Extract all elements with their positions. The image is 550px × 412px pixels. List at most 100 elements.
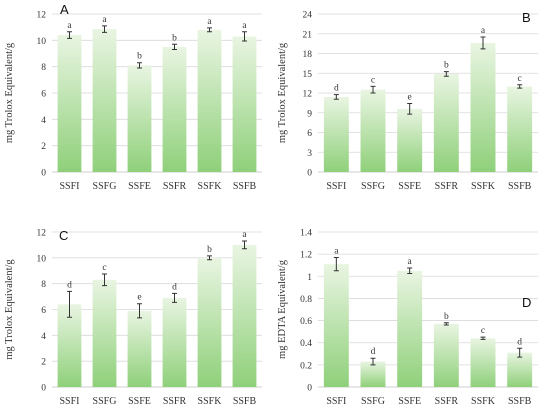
y-tick-label: 6 [41,90,46,100]
bar-ssfr [162,297,187,387]
error-bar-ssfi [67,31,72,39]
y-tick-label: 6 [41,306,46,316]
x-tick-label: SSFB [233,181,257,192]
panel-label: C [59,228,68,243]
x-tick-label: SSFB [508,181,532,192]
error-bar-ssfk [207,27,212,33]
y-tick-label: 21 [303,30,313,40]
bar-ssfk [197,257,222,387]
y-tick-label: 1.4 [300,229,312,239]
error-bar-ssfg [370,85,376,94]
x-tick-label: SSFE [128,396,151,407]
y-tick-label: 4 [41,332,46,342]
significance-label: c [102,263,106,273]
x-tick-label: SSFR [435,396,459,407]
y-tick-label: 3 [307,149,312,159]
y-tick-label: 10 [37,37,47,47]
x-tick-label: SSFB [508,396,532,407]
x-tick-label: SSFR [163,396,187,407]
bar-ssfi [57,304,82,387]
x-tick-label: SSFR [435,181,459,192]
y-tick-label: 0.8 [300,295,312,305]
y-tick-label: 10 [37,254,47,264]
y-tick-label: 0.6 [300,317,312,327]
x-tick-label: SSFI [59,181,79,192]
bar-ssfk [470,338,496,387]
y-tick-label: 18 [303,50,313,60]
bar-ssfg [92,279,117,387]
bar-ssfe [397,108,423,172]
bar-ssfb [232,244,257,387]
significance-label: b [172,33,177,43]
significance-label: a [67,21,72,31]
error-bar-ssfk [480,336,486,340]
bar-ssfe [397,270,423,387]
error-bar-ssfk [480,36,486,50]
chart-panel-d: 0 0.2 0.4 0.6 0.8 1 1.2 1.4 mg EDTA Equivalent/g… [275,206,550,412]
y-tick-label: 15 [303,70,313,80]
x-tick-label: SSFG [361,181,385,192]
significance-label: a [242,21,247,31]
x-tick-label: SSFK [471,181,496,192]
bar-ssfi [323,264,349,387]
significance-label: b [444,61,449,71]
error-bar-ssfe [137,303,142,319]
error-bar-ssfr [443,322,449,326]
y-tick-label: 8 [41,280,46,290]
y-tick-label: 0.4 [300,339,312,349]
bar-ssfg [360,361,386,387]
significance-label: b [207,245,212,255]
error-bar-ssfr [443,71,449,77]
y-tick-label: 0 [41,384,46,394]
significance-label: d [371,347,376,357]
significance-label: a [481,26,486,36]
y-tick-label: 9 [307,109,312,119]
x-tick-label: SSFI [326,396,346,407]
significance-label: b [137,52,142,62]
x-tick-label: SSFI [59,396,79,407]
y-tick-label: 12 [37,11,47,21]
y-tick-label: 8 [41,63,46,73]
error-bar-ssfb [517,84,523,89]
bar-ssfk [470,42,496,172]
error-bar-ssfi [67,290,72,318]
panel-label: A [60,2,69,17]
chart-b-svg: 0 3 6 9 12 15 18 21 24 mg Trolox Equivalent/g d SSF… [277,10,538,192]
y-axis-title: mg Trolox Equivalent/g [277,42,288,143]
significance-label: d [67,280,72,290]
bar-ssfe [127,310,152,387]
y-tick-label: 12 [303,90,313,100]
y-tick-label: 4 [41,116,46,126]
significance-label: c [371,75,375,85]
bar-ssfr [433,73,459,172]
error-bar-ssfr [172,292,177,303]
x-tick-label: SSFE [398,396,421,407]
significance-label: a [242,230,247,240]
x-tick-label: SSFK [471,396,496,407]
x-tick-label: SSFG [93,181,117,192]
y-tick-label: 12 [37,229,47,239]
x-tick-label: SSFE [128,181,151,192]
y-tick-label: 2 [41,142,46,152]
y-tick-label: 0 [41,169,46,179]
y-tick-label: 24 [303,11,313,21]
chart-panel-a: 0 2 4 6 8 10 12 mg Trolox Equivalent/g a SSFI a SSF… [0,0,275,206]
significance-label: e [137,293,141,303]
significance-label: b [444,312,449,322]
error-bar-ssfe [407,103,413,115]
error-bar-ssfb [517,347,523,358]
y-tick-label: 0 [307,384,312,394]
x-tick-label: SSFK [198,396,223,407]
x-tick-label: SSFG [361,396,385,407]
error-bar-ssfg [102,273,107,287]
bar-ssfi [323,96,349,172]
x-tick-label: SSFG [93,396,117,407]
y-tick-label: 6 [307,129,312,139]
error-bar-ssfb [242,31,247,42]
y-axis-title: mg EDTA Equivalent/g [277,259,288,359]
bar-ssfr [162,46,187,172]
chart-a-svg: 0 2 4 6 8 10 12 mg Trolox Equivalent/g a SSFI a SSF… [4,2,262,192]
error-bar-ssfg [370,357,376,366]
significance-label: c [481,326,485,336]
